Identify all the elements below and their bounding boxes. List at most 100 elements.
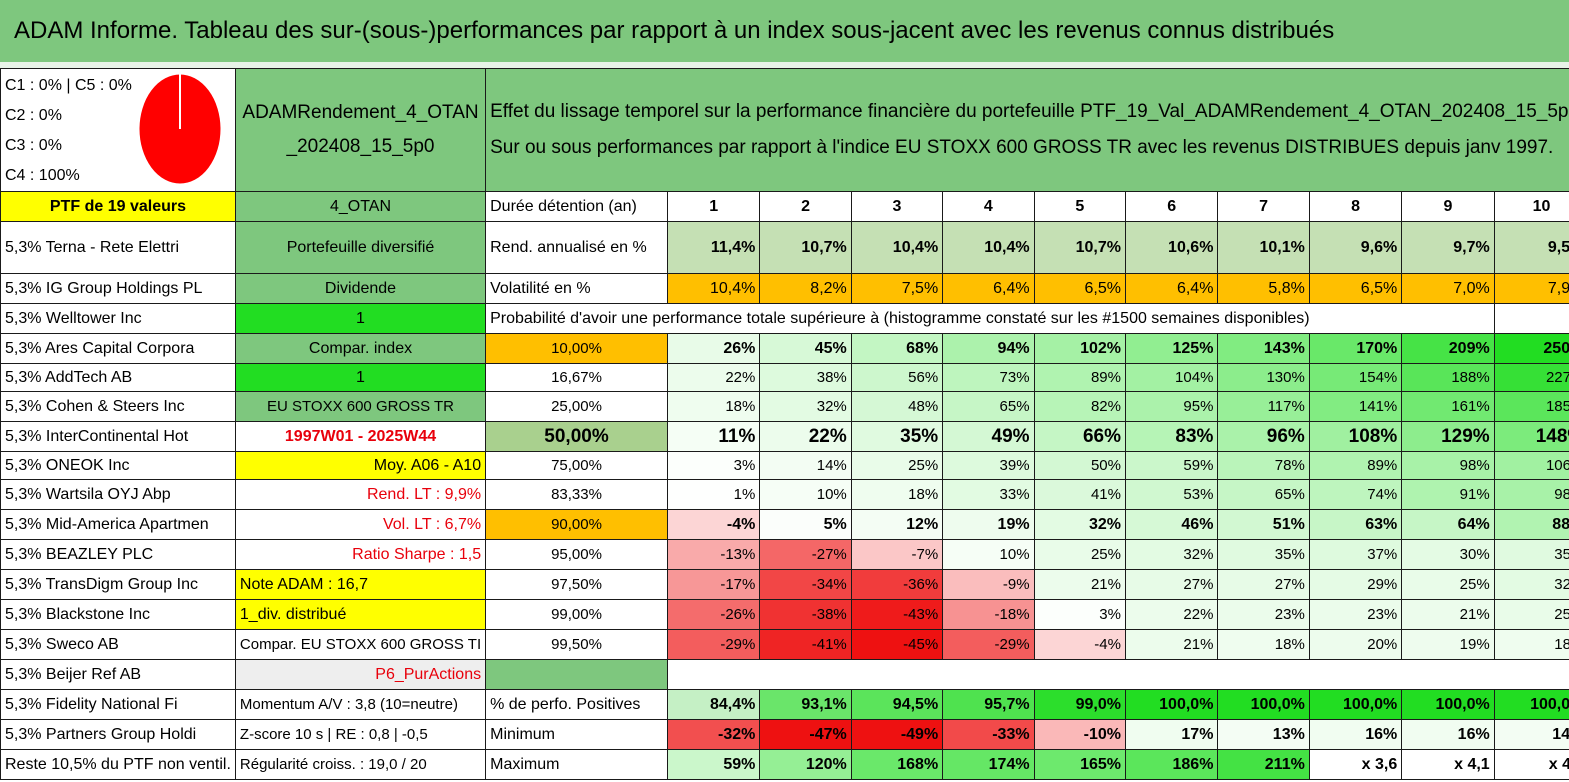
positives-value: 100,0% [1124,689,1219,720]
quantile-value: 22% [666,363,761,392]
report-title: ADAM Informe. Tableau des sur-(sous-)per… [0,0,1569,62]
quantile-value: 104% [1124,363,1219,392]
quantile-label: 95,00% [485,539,668,570]
year-header: 3 [850,191,944,222]
quantile-value: 19% [942,509,1035,540]
return-value: 10,6% [1124,221,1219,274]
quantile-value: 63% [1308,509,1403,540]
quantile-label: 16,67% [485,363,668,392]
positives-value: 100,0% [1493,689,1569,720]
quantile-value: 35% [850,421,944,452]
quantile-value: -7% [850,539,944,570]
positives-value: 93,1% [759,689,852,720]
info-cell: 1 [234,303,487,334]
quantile-value: 45% [759,333,852,364]
maximum-value: x 3,6 [1308,749,1403,780]
quantile-value: 32% [1493,569,1569,600]
quantile-value: -45% [850,629,944,660]
return-value: 10,4% [850,221,944,274]
return-value: 10,4% [942,221,1035,274]
minimum-label: Minimum [485,719,668,750]
minimum-value: -33% [942,719,1035,750]
pie-chart [136,71,224,187]
quantile-value: -41% [759,629,852,660]
quantile-label: 99,00% [485,599,668,630]
positives-value: 95,7% [942,689,1035,720]
quantile-value: 32% [1033,509,1126,540]
quantile-value: 5% [759,509,852,540]
pie-legend-item: C2 : 0% [5,107,62,124]
holding-cell: 5,3% Ares Capital Corpora [0,333,236,364]
holding-cell: 5,3% BEAZLEY PLC [0,539,236,570]
quantile-value: 95% [1124,391,1219,422]
quantile-value: 130% [1217,363,1310,392]
info-cell: Compar. EU STOXX 600 GROSS TI [234,629,487,660]
description-line2: Sur ou sous performances par rapport à l… [490,137,1554,158]
quantile-value: 82% [1033,391,1126,422]
holding-cell: 5,3% Wartsila OYJ Abp [0,479,236,510]
volatility-value: 7,0% [1401,273,1495,304]
info-cell: Portefeuille diversifié [234,221,487,274]
maximum-value: 59% [666,749,761,780]
return-value: 10,1% [1217,221,1310,274]
volatility-value: 6,5% [1033,273,1126,304]
maximum-value: 120% [759,749,852,780]
quantile-value: 106% [1493,451,1569,480]
year-header: 4 [942,191,1035,222]
quantile-value: 143% [1217,333,1310,364]
probability-header-end [1493,303,1569,334]
maximum-row: Reste 10,5% du PTF non ventil. Régularité… [0,749,1569,780]
maximum-value: x 4,6 [1493,749,1569,780]
quantile-value: 98% [1401,451,1495,480]
quantile-value: 209% [1401,333,1495,364]
maximum-value: 168% [850,749,944,780]
return-value: 10,7% [1033,221,1126,274]
quantile-value: 25% [1401,569,1495,600]
holding-cell: Reste 10,5% du PTF non ventil. [0,749,236,780]
volatility-value: 7,9% [1493,273,1569,304]
holding-cell: 5,3% Sweco AB [0,629,236,660]
quantile-value: 51% [1217,509,1310,540]
quantile-value: 21% [1033,569,1126,600]
quantile-row: 5,3% TransDigm Group Inc Note ADAM : 16,7… [0,569,1569,600]
holding-cell: 5,3% Blackstone Inc [0,599,236,630]
quantile-value: 50% [1033,451,1126,480]
info-cell: 4_OTAN [234,191,487,222]
quantile-value: 117% [1217,391,1310,422]
quantile-value: 32% [759,391,852,422]
description-cell: Effet du lissage temporel sur la perform… [485,68,1569,192]
info-cell: Régularité croiss. : 19,0 / 20 [234,749,487,780]
info-cell: Momentum A/V : 3,8 (10=neutre) [234,689,487,720]
quantile-value: 25% [850,451,944,480]
return-value: 11,4% [666,221,761,274]
positives-value: 100,0% [1217,689,1310,720]
quantile-value: -26% [666,599,761,630]
separator-green [485,659,668,690]
pie-legend-cell: C1 : 0% | C5 : 0% C2 : 0% C3 : 0% C4 : 100% [0,68,236,192]
quantile-label: 25,00% [485,391,668,422]
quantile-value: 108% [1308,421,1403,452]
quantile-value: 39% [942,451,1035,480]
quantile-value: 74% [1308,479,1403,510]
holding-cell: 5,3% IG Group Holdings PL [0,273,236,304]
quantile-label: 83,33% [485,479,668,510]
positives-value: 94,5% [850,689,944,720]
year-header: 6 [1124,191,1219,222]
quantile-value: 32% [1124,539,1219,570]
minimum-value: -47% [759,719,852,750]
volatility-value: 7,5% [850,273,944,304]
pie-legend-item: C1 : 0% | C5 : 0% [5,77,132,94]
quantile-value: 19% [1401,629,1495,660]
pie-legend-item: C4 : 100% [5,167,80,184]
positives-value: 100,0% [1401,689,1495,720]
year-header: 7 [1217,191,1310,222]
quantile-value: 65% [1217,479,1310,510]
quantile-label: 97,50% [485,569,668,600]
quantile-value: 22% [759,421,852,452]
separator-blank [666,659,1569,690]
holding-cell: 5,3% Mid-America Apartmen [0,509,236,540]
quantile-value: 18% [1217,629,1310,660]
minimum-value: 14% [1493,719,1569,750]
quantile-row: 5,3% AddTech AB 1 16,67% 22% 38% 56% 73% 89% 104… [0,363,1569,392]
quantile-label: 10,00% [485,333,668,364]
